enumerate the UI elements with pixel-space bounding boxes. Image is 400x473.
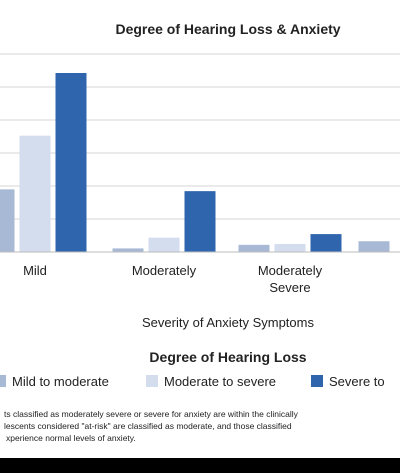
category-label: Moderately bbox=[258, 263, 323, 278]
legend-label: Moderate to severe bbox=[164, 374, 276, 389]
legend-swatch bbox=[146, 375, 158, 387]
footnote: ts classified as moderately severe or se… bbox=[0, 408, 400, 444]
bar bbox=[0, 189, 15, 252]
bar bbox=[274, 243, 306, 252]
legend-label: Severe to bbox=[329, 374, 385, 389]
legend-title: Degree of Hearing Loss bbox=[149, 349, 306, 365]
bar bbox=[184, 191, 216, 252]
bar bbox=[310, 234, 342, 252]
legend-swatch bbox=[0, 375, 6, 387]
bars bbox=[0, 73, 390, 252]
footnote-line: xperience normal levels of anxiety. bbox=[6, 433, 136, 443]
category-label: Severe bbox=[269, 280, 310, 295]
bar bbox=[112, 248, 144, 252]
bar bbox=[358, 241, 390, 252]
category-label: Mild bbox=[23, 263, 47, 278]
legend: Mild to moderate Moderate to severe Severe… bbox=[0, 374, 385, 389]
legend-swatch bbox=[311, 375, 323, 387]
legend-label: Mild to moderate bbox=[12, 374, 109, 389]
bar bbox=[55, 73, 87, 252]
chart-panel: Degree of Hearing Loss & Anxiety Mild Mod… bbox=[0, 0, 400, 458]
chart: Degree of Hearing Loss & Anxiety Mild Mod… bbox=[0, 21, 400, 389]
bar bbox=[238, 244, 270, 252]
x-axis-title: Severity of Anxiety Symptoms bbox=[142, 315, 314, 330]
chart-title: Degree of Hearing Loss & Anxiety bbox=[115, 21, 340, 37]
footnote-line: lescents considered "at-risk" are classi… bbox=[4, 421, 292, 431]
bar bbox=[19, 135, 51, 252]
category-label: Moderately bbox=[132, 263, 197, 278]
footnote-line: ts classified as moderately severe or se… bbox=[4, 409, 298, 419]
bar bbox=[148, 237, 180, 252]
